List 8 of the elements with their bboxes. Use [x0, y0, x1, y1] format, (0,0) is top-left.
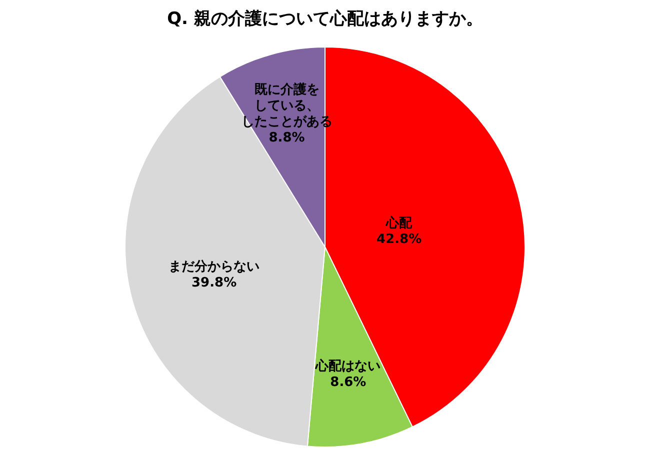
data-label: 8.6% [330, 374, 366, 390]
data-label: 42.8% [376, 232, 422, 247]
slice-label: まだ分からない [168, 259, 260, 274]
data-label: 39.8% [192, 275, 237, 290]
slice-label: 心配はない [314, 358, 381, 374]
slice-label: 心配 [385, 214, 414, 231]
chart-title: Q. 親の介護について心配はありますか。 [167, 9, 483, 29]
data-label: 8.8% [268, 130, 305, 146]
